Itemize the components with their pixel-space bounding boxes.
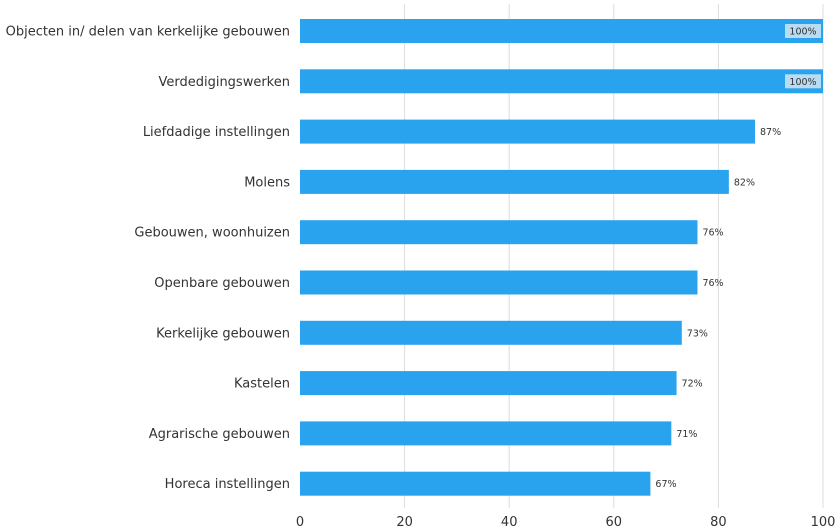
data-label: 100% xyxy=(789,77,816,88)
data-label: 100% xyxy=(789,27,816,38)
bar xyxy=(300,119,756,144)
data-label-bg xyxy=(785,24,821,38)
data-label: 71% xyxy=(676,429,697,440)
category-label: Objecten in/ delen van kerkelijke gebouw… xyxy=(6,25,290,40)
bar xyxy=(300,421,672,446)
data-label-bg xyxy=(785,74,821,89)
category-label: Verdedigingswerken xyxy=(158,75,290,90)
bar xyxy=(300,19,823,43)
data-label: 76% xyxy=(702,228,723,239)
x-axis-ticks: 0 20 40 60 80 100 xyxy=(296,515,836,530)
bar xyxy=(300,169,729,194)
x-tick-label: 20 xyxy=(396,515,413,530)
data-label: 73% xyxy=(687,328,708,339)
category-label: Horeca instellingen xyxy=(165,477,290,492)
x-tick-label: 0 xyxy=(296,515,304,530)
bars xyxy=(300,19,823,496)
data-label: 87% xyxy=(760,127,781,138)
x-tick-label: 80 xyxy=(710,515,727,530)
data-label: 76% xyxy=(702,278,723,289)
x-tick-label: 40 xyxy=(501,515,518,530)
category-labels: Objecten in/ delen van kerkelijke gebouw… xyxy=(6,25,291,493)
bar xyxy=(300,471,651,496)
category-label: Openbare gebouwen xyxy=(154,276,290,291)
category-label: Kastelen xyxy=(234,377,290,392)
bar xyxy=(300,220,698,245)
bar xyxy=(300,270,698,295)
data-label: 82% xyxy=(734,177,755,188)
category-label: Kerkelijke gebouwen xyxy=(156,326,290,341)
bar xyxy=(300,371,677,396)
x-tick-label: 60 xyxy=(606,515,623,530)
category-label: Gebouwen, woonhuizen xyxy=(134,226,290,241)
data-label: 67% xyxy=(655,479,676,490)
category-label: Molens xyxy=(244,175,290,190)
bar xyxy=(300,320,682,345)
data-label: 72% xyxy=(682,379,703,390)
category-label: Liefdadige instellingen xyxy=(143,125,290,140)
data-labels: 100% 100% 87% 82% 76% 76% 73% 72% 71% 67% xyxy=(655,24,821,490)
category-label: Agrarische gebouwen xyxy=(149,427,290,442)
bar xyxy=(300,69,823,94)
x-tick-label: 100 xyxy=(811,515,836,530)
